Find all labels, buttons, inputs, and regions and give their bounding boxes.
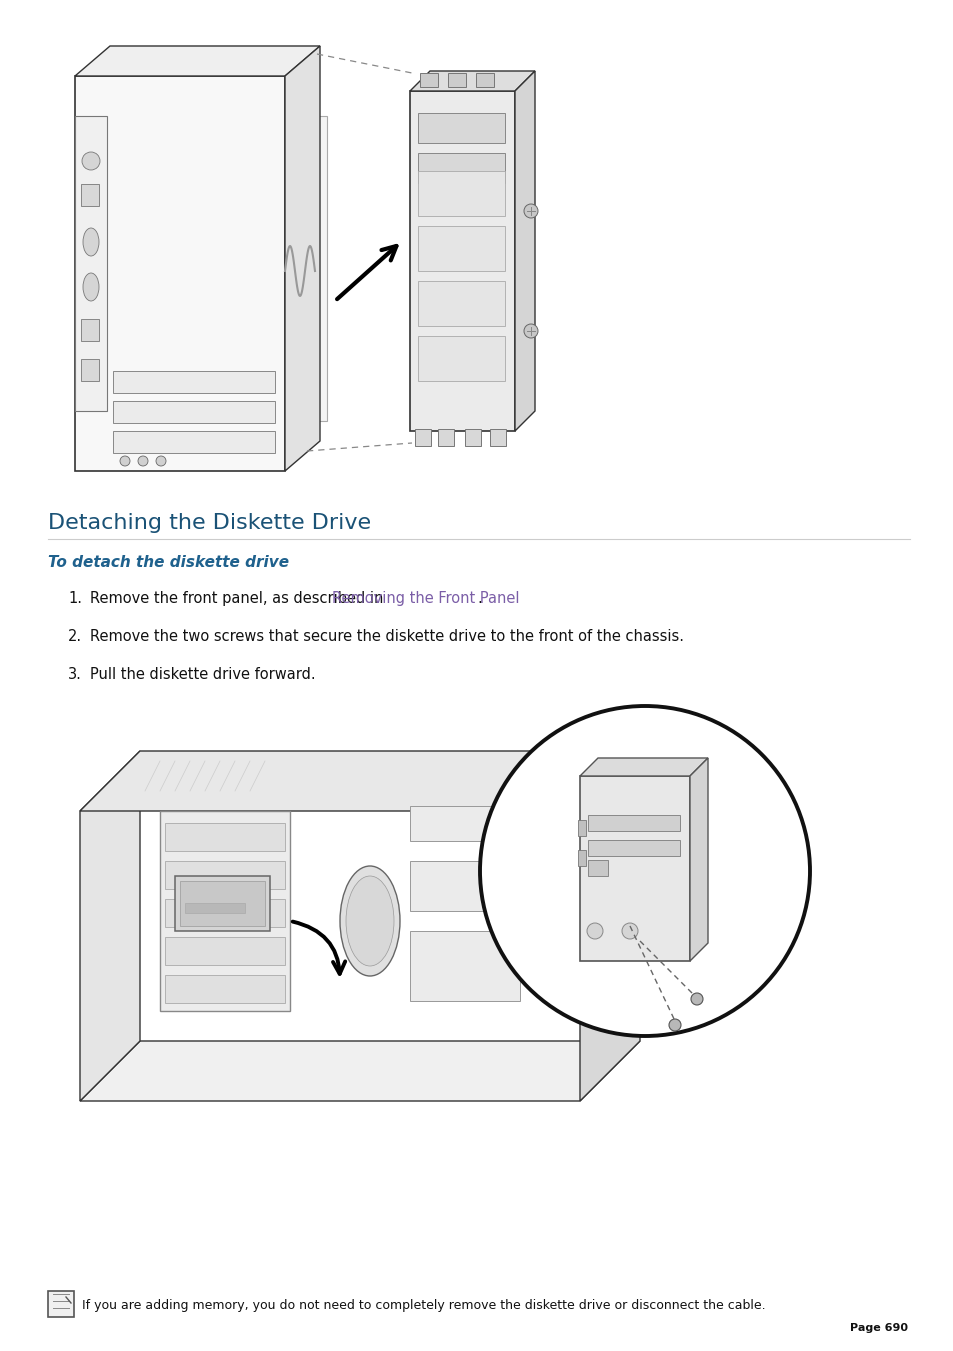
Text: 2.: 2. [68,630,82,644]
Bar [417,336,504,381]
Bar [112,401,274,423]
Bar [417,281,504,326]
Bar [410,91,515,431]
Bar [160,811,290,1011]
Bar [165,898,285,927]
Polygon shape [579,758,707,775]
Circle shape [690,993,702,1005]
Polygon shape [75,46,319,76]
Circle shape [523,204,537,218]
Text: 1.: 1. [68,590,82,607]
Bar [410,931,519,1001]
Bar [464,430,480,446]
Bar [587,815,679,831]
Bar [274,116,327,422]
Bar [165,975,285,1002]
Polygon shape [80,751,639,811]
Circle shape [621,923,638,939]
Ellipse shape [346,875,394,966]
Bar [476,73,494,86]
Text: Pull the diskette drive forward.: Pull the diskette drive forward. [90,667,315,682]
Polygon shape [75,76,285,471]
Bar [578,820,585,836]
Text: Detaching the Diskette Drive: Detaching the Diskette Drive [48,513,371,534]
Bar [174,875,270,931]
Polygon shape [285,46,319,471]
Text: 3.: 3. [68,667,82,682]
Bar [415,430,431,446]
Bar [165,938,285,965]
Bar [587,861,607,875]
Circle shape [120,457,130,466]
Text: If you are adding memory, you do not need to completely remove the diskette driv: If you are adding memory, you do not nee… [82,1300,765,1313]
Bar [417,226,504,272]
Polygon shape [410,72,535,91]
Text: Page 690: Page 690 [849,1323,907,1333]
Bar [165,823,285,851]
Bar [579,775,689,961]
Circle shape [668,1019,680,1031]
Ellipse shape [83,228,99,255]
Ellipse shape [83,273,99,301]
Text: To detach the diskette drive: To detach the diskette drive [48,555,289,570]
Circle shape [82,153,100,170]
Circle shape [586,923,602,939]
Polygon shape [80,1042,639,1101]
Polygon shape [80,751,140,1101]
Bar [417,113,504,143]
Bar [180,881,265,925]
Bar [81,319,99,340]
Bar [81,184,99,205]
Text: .: . [476,590,481,607]
Bar [448,73,465,86]
Circle shape [479,707,809,1036]
Bar [185,902,245,913]
Polygon shape [579,751,639,1101]
Polygon shape [515,72,535,431]
Bar [112,431,274,453]
Circle shape [523,324,537,338]
Bar [419,73,437,86]
Bar [165,861,285,889]
Bar [410,807,519,842]
Bar [75,116,107,411]
Text: Remove the two screws that secure the diskette drive to the front of the chassis: Remove the two screws that secure the di… [90,630,683,644]
Ellipse shape [339,866,399,975]
Bar [490,430,505,446]
Bar [48,1292,74,1317]
Text: Removing the Front Panel: Removing the Front Panel [332,590,519,607]
Polygon shape [689,758,707,961]
Bar [81,359,99,381]
Circle shape [156,457,166,466]
Bar [437,430,454,446]
Bar [587,840,679,857]
Text: Remove the front panel, as described in: Remove the front panel, as described in [90,590,388,607]
Bar [417,153,504,182]
Bar [578,850,585,866]
Bar [410,861,519,911]
Bar [112,372,274,393]
Bar [417,172,504,216]
Circle shape [138,457,148,466]
